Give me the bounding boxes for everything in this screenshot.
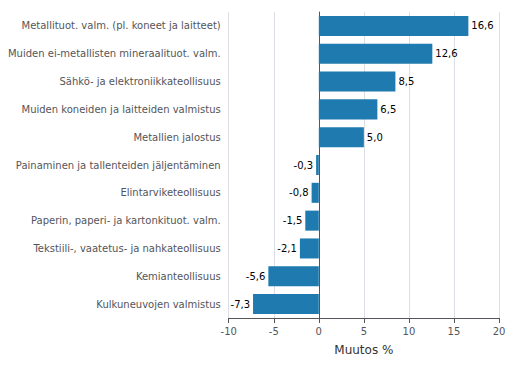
svg-text:-0,3: -0,3 [294, 160, 314, 171]
svg-text:-1,5: -1,5 [283, 215, 303, 226]
svg-text:Painaminen ja tallenteiden jäl: Painaminen ja tallenteiden jäljentäminen [16, 160, 221, 171]
svg-text:-0,8: -0,8 [289, 187, 309, 198]
svg-text:-5,6: -5,6 [246, 271, 266, 282]
svg-text:15: 15 [448, 326, 461, 337]
svg-text:12,6: 12,6 [435, 48, 457, 59]
svg-text:10: 10 [403, 326, 416, 337]
svg-text:Tekstiili-, vaatetus- ja nahka: Tekstiili-, vaatetus- ja nahkateollisuus [32, 243, 220, 254]
svg-text:16,6: 16,6 [471, 20, 493, 31]
svg-text:-7,3: -7,3 [231, 299, 251, 310]
svg-text:6,5: 6,5 [380, 104, 396, 115]
svg-text:Paperin, paperi- ja kartonkitu: Paperin, paperi- ja kartonkituot. valm. [31, 215, 221, 226]
svg-text:0: 0 [316, 326, 322, 337]
svg-text:-2,1: -2,1 [277, 243, 297, 254]
svg-text:5: 5 [361, 326, 367, 337]
svg-text:20: 20 [493, 326, 506, 337]
svg-text:5,0: 5,0 [367, 132, 383, 143]
svg-text:Kulkuneuvojen valmistus: Kulkuneuvojen valmistus [96, 299, 220, 310]
svg-text:Muiden koneiden ja laitteiden: Muiden koneiden ja laitteiden valmistus [22, 104, 221, 115]
svg-text:Metallien jalostus: Metallien jalostus [133, 132, 220, 143]
svg-text:Muiden ei-metallisten mineraal: Muiden ei-metallisten mineraalituot. val… [8, 48, 221, 59]
svg-text:Metallituot. valm. (pl. koneet: Metallituot. valm. (pl. koneet ja laitte… [22, 20, 221, 31]
svg-text:8,5: 8,5 [398, 76, 414, 87]
svg-text:Elintarviketeollisuus: Elintarviketeollisuus [120, 187, 220, 198]
svg-text:-5: -5 [269, 326, 279, 337]
svg-text:Kemianteollisuus: Kemianteollisuus [136, 271, 221, 282]
svg-text:-10: -10 [221, 326, 237, 337]
svg-text:Sähkö- ja elektroniikkateollis: Sähkö- ja elektroniikkateollisuus [59, 76, 220, 87]
svg-text:Muutos %: Muutos % [334, 343, 393, 357]
